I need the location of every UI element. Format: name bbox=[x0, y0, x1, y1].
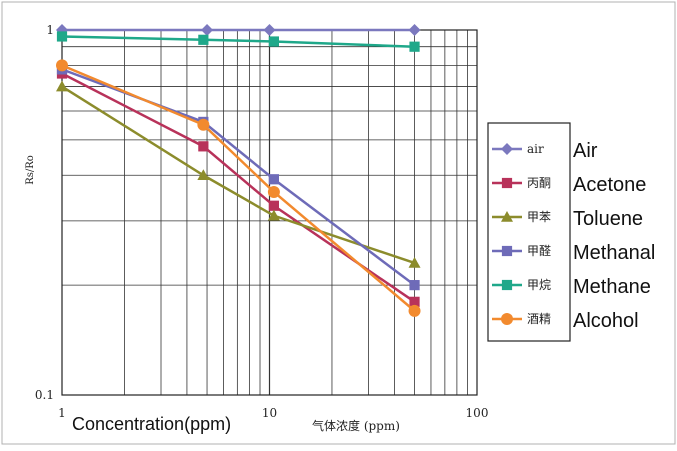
data-point bbox=[198, 34, 209, 45]
series-line bbox=[61, 85, 415, 265]
legend: air Air 丙酮 Acetone 甲苯 Toluene 甲醛 Methanal 甲烷 Meth… bbox=[492, 140, 655, 332]
x-tick-label: 10 bbox=[262, 406, 277, 420]
series-line bbox=[61, 35, 415, 48]
data-point bbox=[56, 59, 68, 72]
data-point bbox=[198, 141, 209, 152]
data-point bbox=[201, 24, 214, 36]
legend-marker bbox=[501, 245, 513, 257]
data-point bbox=[409, 280, 420, 291]
legend-item-toluene: 甲苯 Toluene bbox=[492, 208, 643, 230]
series-air bbox=[56, 24, 421, 36]
legend-item-methanal: 甲醛 Methanal bbox=[492, 242, 655, 264]
legend-label: 甲苯 bbox=[527, 210, 551, 224]
data-point bbox=[268, 174, 279, 185]
legend-marker bbox=[501, 313, 513, 325]
data-point bbox=[56, 80, 68, 92]
y-tick-label: 1 bbox=[46, 23, 54, 37]
series-line bbox=[61, 72, 416, 303]
data-point bbox=[408, 24, 421, 36]
legend-marker bbox=[501, 211, 513, 222]
data-point bbox=[409, 41, 420, 52]
data-point bbox=[263, 24, 276, 36]
legend-label-en: Air bbox=[573, 140, 598, 162]
tick-labels: 1 10 100 1 0.1 bbox=[35, 23, 489, 420]
data-point bbox=[56, 31, 68, 42]
legend-label: 甲醛 bbox=[527, 243, 551, 258]
data-point bbox=[408, 256, 421, 268]
y-tick-label: 0.1 bbox=[35, 388, 54, 402]
data-point bbox=[267, 209, 280, 221]
series-methane bbox=[56, 31, 420, 52]
legend-label-en: Methane bbox=[573, 276, 651, 298]
legend-marker bbox=[501, 143, 513, 155]
data-point bbox=[268, 200, 279, 211]
x-tick-label: 100 bbox=[466, 406, 489, 420]
data-point bbox=[409, 296, 420, 307]
series-layer bbox=[56, 24, 421, 317]
data-point bbox=[197, 169, 210, 181]
legend-label-en: Acetone bbox=[573, 174, 646, 196]
legend-label-en: Methanal bbox=[573, 242, 655, 264]
data-point bbox=[408, 304, 421, 317]
legend-marker bbox=[501, 279, 513, 291]
legend-label: 丙酮 bbox=[527, 176, 551, 190]
legend-label-en: Toluene bbox=[573, 208, 643, 230]
data-point bbox=[267, 185, 280, 198]
data-point bbox=[197, 118, 210, 131]
x-axis-label-cn: 气体浓度 (ppm) bbox=[312, 418, 400, 433]
data-point bbox=[268, 36, 279, 47]
series-toluene bbox=[56, 80, 421, 268]
legend-box bbox=[487, 122, 571, 342]
legend-label: air bbox=[527, 142, 544, 156]
series-line bbox=[61, 64, 416, 312]
y-axis-label: Rs/Ro bbox=[25, 155, 36, 185]
series-alcohol bbox=[56, 59, 421, 317]
legend-label: 酒精 bbox=[527, 312, 551, 326]
legend-marker bbox=[501, 177, 513, 189]
legend-item-air: air Air bbox=[492, 140, 598, 162]
x-axis-label: Concentration(ppm) bbox=[72, 414, 231, 434]
legend-item-alcohol: 酒精 Alcohol bbox=[492, 310, 639, 332]
legend-item-methane: 甲烷 Methane bbox=[492, 276, 651, 298]
legend-item-acetone: 丙酮 Acetone bbox=[492, 174, 646, 196]
x-tick-label: 1 bbox=[58, 406, 66, 420]
legend-label: 甲烷 bbox=[527, 278, 551, 292]
legend-label-en: Alcohol bbox=[573, 310, 639, 332]
